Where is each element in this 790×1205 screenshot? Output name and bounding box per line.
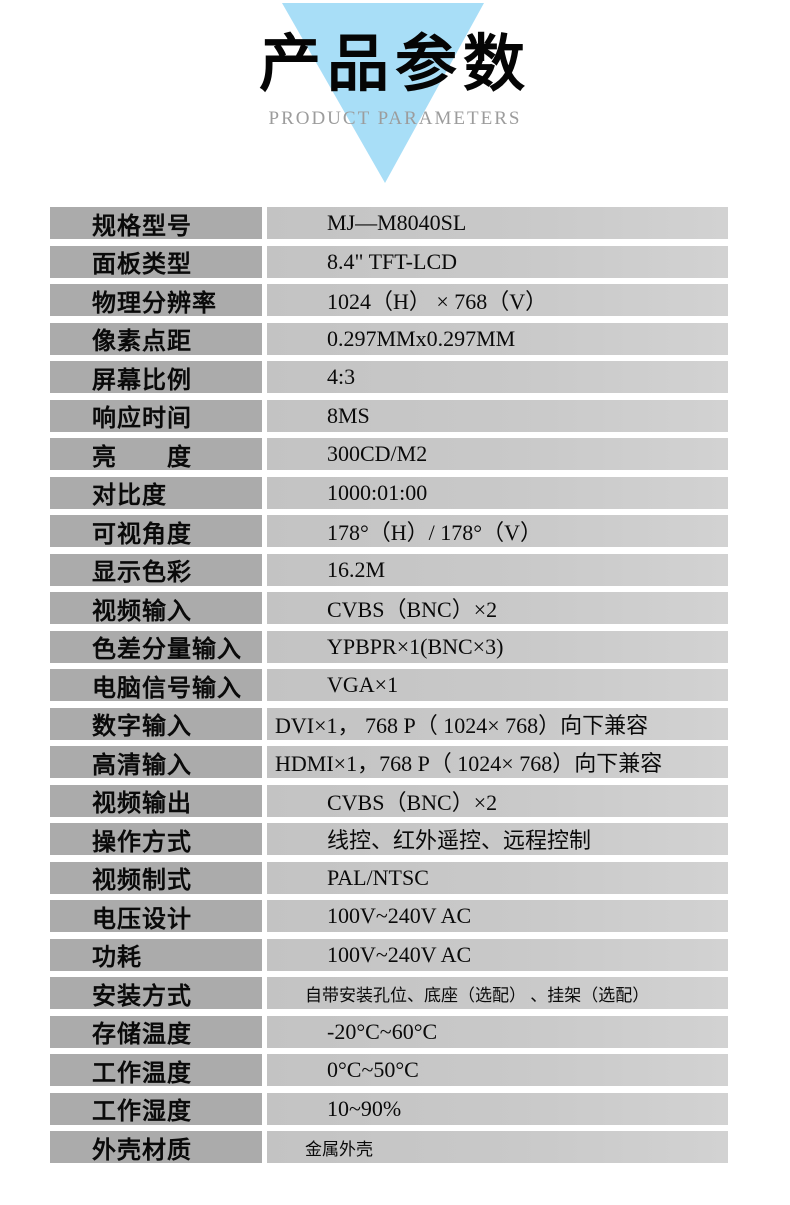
spec-value: 178°（H）/ 178°（V） — [267, 515, 728, 547]
spec-label: 响应时间 — [50, 399, 262, 432]
spec-value: 金属外壳 — [267, 1131, 728, 1163]
table-row: 工作湿度 10~90% — [50, 1092, 728, 1125]
spec-value: 100V~240V AC — [267, 938, 728, 971]
spec-value: CVBS（BNC）×2 — [267, 784, 728, 817]
spec-value: MJ—M8040SL — [267, 207, 728, 239]
page-title: 产品参数 — [258, 27, 531, 100]
table-row: 视频制式 PAL/NTSC — [50, 861, 728, 894]
table-row: 色差分量输入 YPBPR×1(BNC×3) — [50, 630, 728, 663]
spec-value: 10~90% — [267, 1092, 728, 1125]
spec-value: 16.2M — [267, 553, 728, 586]
spec-label: 功耗 — [50, 938, 262, 971]
table-row: 物理分辨率 1024（H） × 768（V） — [50, 284, 728, 316]
spec-label: 视频输出 — [50, 784, 262, 817]
spec-value: 1000:01:00 — [267, 476, 728, 509]
spec-value: 100V~240V AC — [267, 900, 728, 932]
table-row: 规格型号 MJ—M8040SL — [50, 207, 728, 239]
spec-label: 视频制式 — [50, 861, 262, 894]
spec-label: 对比度 — [50, 476, 262, 509]
spec-label: 电压设计 — [50, 900, 262, 932]
table-row: 操作方式 线控、红外遥控、远程控制 — [50, 823, 728, 855]
spec-value: 4:3 — [267, 361, 728, 393]
spec-value: VGA×1 — [267, 669, 728, 701]
table-row: 面板类型 8.4" TFT-LCD — [50, 245, 728, 278]
table-row: 可视角度 178°（H）/ 178°（V） — [50, 515, 728, 547]
table-row: 亮 度 300CD/M2 — [50, 438, 728, 470]
spec-value: -20°C~60°C — [267, 1015, 728, 1048]
spec-label: 安装方式 — [50, 977, 262, 1009]
spec-value: PAL/NTSC — [267, 861, 728, 894]
spec-label: 色差分量输入 — [50, 630, 262, 663]
spec-label: 工作温度 — [50, 1054, 262, 1086]
spec-value: 0.297MMx0.297MM — [267, 322, 728, 355]
spec-label: 可视角度 — [50, 515, 262, 547]
page-subtitle: PRODUCT PARAMETERS — [268, 108, 522, 129]
spec-label: 存储温度 — [50, 1015, 262, 1048]
spec-label: 规格型号 — [50, 207, 262, 239]
table-row: 存储温度 -20°C~60°C — [50, 1015, 728, 1048]
spec-label: 面板类型 — [50, 245, 262, 278]
spec-value: YPBPR×1(BNC×3) — [267, 630, 728, 663]
spec-value: HDMI×1，768 P（ 1024× 768）向下兼容 — [267, 746, 728, 778]
table-row: 视频输出 CVBS（BNC）×2 — [50, 784, 728, 817]
spec-label: 高清输入 — [50, 746, 262, 778]
table-row: 外壳材质 金属外壳 — [50, 1131, 728, 1163]
spec-label: 像素点距 — [50, 322, 262, 355]
table-row: 视频输入 CVBS（BNC）×2 — [50, 592, 728, 624]
spec-value: 8MS — [267, 399, 728, 432]
spec-label: 显示色彩 — [50, 553, 262, 586]
table-row: 数字输入 DVI×1， 768 P（ 1024× 768）向下兼容 — [50, 707, 728, 740]
spec-value: CVBS（BNC）×2 — [267, 592, 728, 624]
spec-label: 工作湿度 — [50, 1092, 262, 1125]
table-row: 安装方式 自带安装孔位、底座（选配） 、挂架（选配） — [50, 977, 728, 1009]
spec-value: DVI×1， 768 P（ 1024× 768）向下兼容 — [267, 707, 728, 740]
spec-label: 亮 度 — [50, 438, 262, 470]
table-row: 高清输入 HDMI×1，768 P（ 1024× 768）向下兼容 — [50, 746, 728, 778]
spec-label: 电脑信号输入 — [50, 669, 262, 701]
spec-label: 外壳材质 — [50, 1131, 262, 1163]
table-row: 响应时间 8MS — [50, 399, 728, 432]
table-row: 电脑信号输入 VGA×1 — [50, 669, 728, 701]
spec-value: 自带安装孔位、底座（选配） 、挂架（选配） — [267, 977, 728, 1009]
table-row: 工作温度 0°C~50°C — [50, 1054, 728, 1086]
table-row: 电压设计 100V~240V AC — [50, 900, 728, 932]
spec-value: 0°C~50°C — [267, 1054, 728, 1086]
table-row: 功耗 100V~240V AC — [50, 938, 728, 971]
spec-value: 300CD/M2 — [267, 438, 728, 470]
table-row: 对比度 1000:01:00 — [50, 476, 728, 509]
spec-label: 物理分辨率 — [50, 284, 262, 316]
spec-table: 规格型号 MJ—M8040SL 面板类型 8.4" TFT-LCD 物理分辨率 … — [50, 207, 728, 1163]
spec-value: 线控、红外遥控、远程控制 — [267, 823, 728, 855]
spec-value: 1024（H） × 768（V） — [267, 284, 728, 316]
spec-label: 屏幕比例 — [50, 361, 262, 393]
table-row: 像素点距 0.297MMx0.297MM — [50, 322, 728, 355]
table-row: 屏幕比例 4:3 — [50, 361, 728, 393]
spec-label: 视频输入 — [50, 592, 262, 624]
spec-label: 操作方式 — [50, 823, 262, 855]
table-row: 显示色彩 16.2M — [50, 553, 728, 586]
spec-label: 数字输入 — [50, 707, 262, 740]
spec-value: 8.4" TFT-LCD — [267, 245, 728, 278]
